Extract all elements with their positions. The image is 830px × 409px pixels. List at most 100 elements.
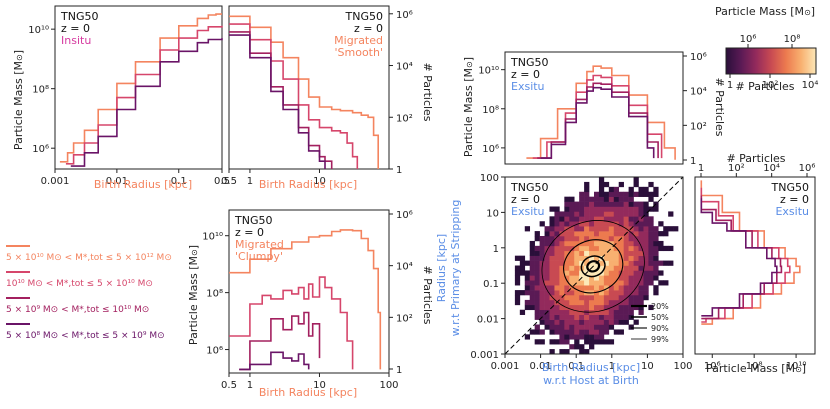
- heatmap-cell: [589, 196, 595, 202]
- heatmap-cell: [643, 206, 649, 212]
- heatmap-cell: [549, 260, 555, 266]
- heatmap-cell: [589, 344, 595, 350]
- contour-90%: [563, 239, 624, 294]
- heatmap-cell: [569, 236, 575, 242]
- heatmap-cell: [579, 196, 585, 202]
- heatmap-cell: [648, 216, 654, 222]
- heatmap-cell: [623, 270, 629, 276]
- heatmap-cell: [613, 231, 620, 237]
- heatmap-cell: [598, 231, 605, 237]
- heatmap-cell: [628, 280, 634, 286]
- heatmap-cell: [613, 309, 620, 315]
- heatmap-cell: [539, 290, 545, 296]
- heatmap-cell: [574, 304, 580, 311]
- heatmap-cell: [589, 324, 595, 330]
- heatmap-cell: [613, 260, 620, 266]
- heatmap-cell: [544, 226, 550, 232]
- heatmap-cell: [633, 181, 639, 188]
- heatmap-cell: [648, 250, 654, 256]
- heatmap-cell: [618, 319, 624, 325]
- heatmap-cell: [613, 236, 620, 242]
- heatmap-cell: [554, 206, 560, 212]
- heatmap-cell: [623, 285, 629, 291]
- heatmap-cell: [633, 280, 639, 286]
- heatmap-cell: [608, 295, 615, 301]
- exsitu-top-series-lowest: [540, 86, 655, 159]
- heatmap-cell: [574, 255, 580, 261]
- clumpy-ytick-label: 10⁸: [206, 289, 223, 300]
- exsitu_2d-title-line: TNG50: [510, 181, 548, 194]
- heatmap-cell: [618, 280, 624, 286]
- clumpy-title-line: z = 0: [235, 226, 264, 239]
- heatmap-cell: [569, 324, 575, 330]
- legend-label: 5 × 10⁸ M⊙ < M*,tot ≤ 5 × 10⁹ M⊙: [6, 331, 165, 341]
- heatmap-cell: [549, 216, 555, 222]
- legend-label: 5 × 10¹⁰ M⊙ < M*,tot ≤ 5 × 10¹² M⊙: [6, 253, 172, 263]
- clumpy-series-high: [229, 229, 382, 370]
- heatmap-cell: [579, 211, 585, 217]
- insitu-xtick-label: 0.5: [214, 176, 230, 187]
- heatmap-cell: [613, 255, 620, 261]
- clumpy-ylabel: Particle Mass [M⊙]: [187, 245, 200, 345]
- smooth-title-line: 'Smooth': [335, 46, 384, 59]
- heatmap-cell: [598, 221, 605, 227]
- one-to-one-line: [504, 176, 684, 355]
- heatmap-cell: [574, 319, 580, 325]
- heatmap-cell: [603, 260, 610, 266]
- colorbar-particle-tick-label: 10⁴: [802, 80, 819, 91]
- heatmap-axes: 0.001 0.01 0.1 1 10 100 0.001 0.01 0.1 1 10 100 TNG5…: [470, 173, 692, 372]
- heatmap-cell: [618, 265, 624, 271]
- heatmap-cell: [668, 245, 674, 252]
- heatmap-cell: [628, 255, 634, 261]
- exsitu-right-x2tick-label: 10⁶: [799, 163, 816, 174]
- heatmap-cell: [529, 275, 535, 281]
- heatmap-cell: [539, 319, 545, 325]
- heatmap-cell: [608, 216, 615, 222]
- heatmap-cell: [589, 226, 595, 232]
- exsitu-right-xtick-label: 10⁸: [746, 361, 763, 372]
- heatmap-cell: [584, 216, 590, 222]
- heatmap-cell: [529, 295, 535, 301]
- heatmap-cell: [594, 245, 600, 252]
- heatmap-cell: [643, 295, 649, 301]
- heatmap-cell: [594, 196, 600, 202]
- heatmap-cell: [569, 299, 575, 306]
- heatmap-cell: [613, 265, 620, 271]
- heatmap-cell: [594, 324, 600, 330]
- heatmap-cell: [618, 196, 624, 202]
- heatmap-cell: [613, 295, 620, 301]
- heatmap-cell: [549, 299, 555, 306]
- heatmap-cell: [534, 339, 540, 345]
- heatmap-cell: [628, 290, 634, 296]
- heatmap-cell: [653, 285, 659, 291]
- clumpy-ytick-label: 10¹⁰: [202, 232, 223, 243]
- contour-50%: [580, 255, 606, 278]
- heatmap-cell: [559, 236, 565, 242]
- heatmap-cell: [554, 329, 560, 335]
- heatmap-cell: [589, 240, 595, 247]
- heatmap-cell: [638, 270, 644, 276]
- smooth-series-lowest: [229, 34, 326, 169]
- exsitu-top-ylabel: Particle Mass [M⊙]: [462, 57, 475, 157]
- heatmap-cell: [579, 304, 585, 311]
- heatmap-cell: [613, 196, 620, 202]
- heatmap-cell: [564, 221, 570, 227]
- heatmap-cell: [534, 324, 540, 330]
- heatmap-cell: [663, 231, 669, 237]
- heatmap-cell: [534, 304, 540, 311]
- heatmap-cell: [549, 240, 555, 247]
- heatmap-cell: [589, 334, 595, 340]
- heatmap-cell: [594, 275, 600, 281]
- heatmap-cell: [574, 240, 580, 247]
- heatmap-cell: [598, 216, 605, 222]
- heatmap-cell: [603, 226, 610, 232]
- exsitu_top-title-line: TNG50: [510, 56, 548, 69]
- heatmap-cell: [534, 329, 540, 335]
- heatmap-xtick-label: 10: [641, 361, 654, 372]
- clumpy-xtick-label: 10: [313, 380, 326, 391]
- heatmap-cell: [559, 309, 565, 315]
- heatmap-cell: [574, 314, 580, 320]
- heatmap-cell: [574, 309, 580, 315]
